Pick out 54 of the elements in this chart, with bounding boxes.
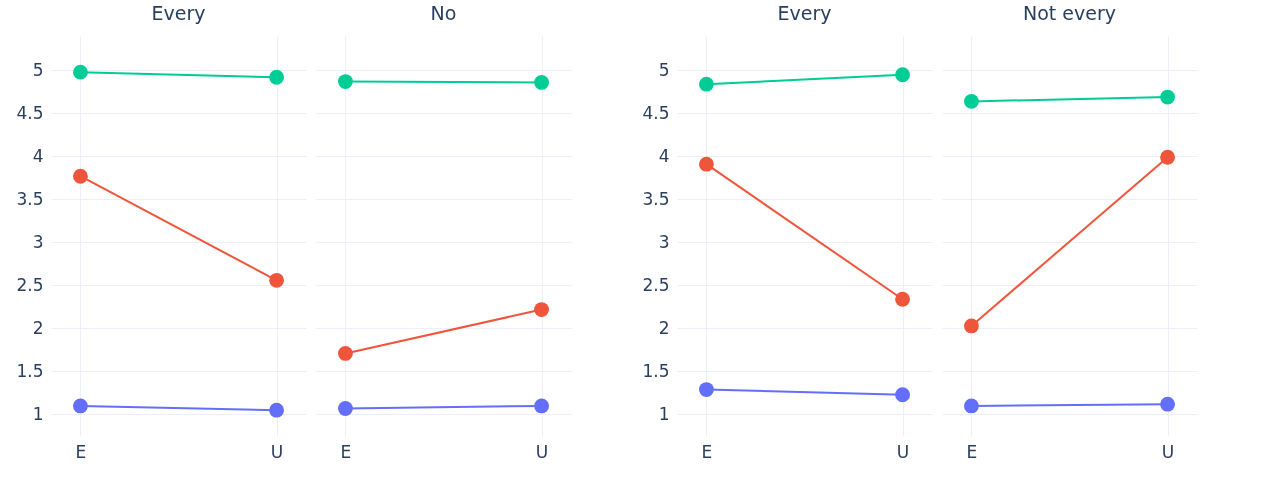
y-tick-label: 3.5 bbox=[16, 188, 44, 209]
y-tick-label: 1.5 bbox=[16, 360, 44, 381]
y-tick-label: 1.5 bbox=[642, 360, 670, 381]
chart-title: Not every bbox=[1022, 2, 1117, 24]
y-tick-label: 1 bbox=[658, 403, 670, 424]
x-tick-label: U bbox=[535, 441, 549, 462]
x-tick-label: E bbox=[340, 441, 352, 462]
y-tick-label: 2.5 bbox=[16, 274, 44, 295]
point bbox=[964, 398, 979, 414]
point bbox=[534, 302, 549, 317]
point bbox=[964, 318, 979, 334]
point bbox=[269, 69, 284, 85]
point bbox=[895, 291, 910, 307]
y-tick-label: 2 bbox=[658, 317, 670, 338]
point bbox=[338, 74, 353, 89]
point bbox=[338, 346, 353, 361]
y-tick-label: 4 bbox=[658, 145, 670, 166]
point bbox=[534, 75, 549, 90]
x-tick-label: E bbox=[75, 441, 87, 462]
chart-title: Every bbox=[777, 2, 832, 24]
point bbox=[964, 93, 979, 109]
y-tick-label: 4.5 bbox=[16, 102, 44, 123]
y-tick-label: 5 bbox=[658, 59, 670, 80]
point bbox=[895, 387, 910, 403]
y-tick-label: 3 bbox=[658, 231, 670, 252]
point bbox=[73, 64, 88, 80]
chart-title: No bbox=[430, 2, 457, 24]
point bbox=[269, 272, 284, 288]
y-tick-label: 4 bbox=[32, 145, 44, 166]
x-tick-label: E bbox=[701, 441, 713, 462]
x-tick-label: E bbox=[966, 441, 978, 462]
y-tick-label: 5 bbox=[32, 59, 44, 80]
y-tick-label: 3 bbox=[32, 231, 44, 252]
point bbox=[895, 67, 910, 83]
point bbox=[338, 401, 353, 416]
point bbox=[1160, 89, 1175, 105]
x-tick-label: U bbox=[1161, 441, 1175, 462]
point bbox=[269, 402, 284, 418]
y-tick-label: 4.5 bbox=[642, 102, 670, 123]
y-tick-label: 2.5 bbox=[642, 274, 670, 295]
point bbox=[73, 168, 88, 184]
point bbox=[699, 156, 714, 172]
y-tick-label: 1 bbox=[32, 403, 44, 424]
point bbox=[1160, 149, 1175, 165]
point bbox=[1160, 396, 1175, 412]
point bbox=[534, 398, 549, 414]
point bbox=[73, 398, 88, 414]
y-tick-label: 3.5 bbox=[642, 188, 670, 209]
x-tick-label: U bbox=[270, 441, 284, 462]
y-tick-label: 2 bbox=[32, 317, 44, 338]
chart-title: Every bbox=[151, 2, 206, 24]
x-tick-label: U bbox=[896, 441, 910, 462]
point bbox=[699, 76, 714, 92]
point bbox=[699, 382, 714, 397]
